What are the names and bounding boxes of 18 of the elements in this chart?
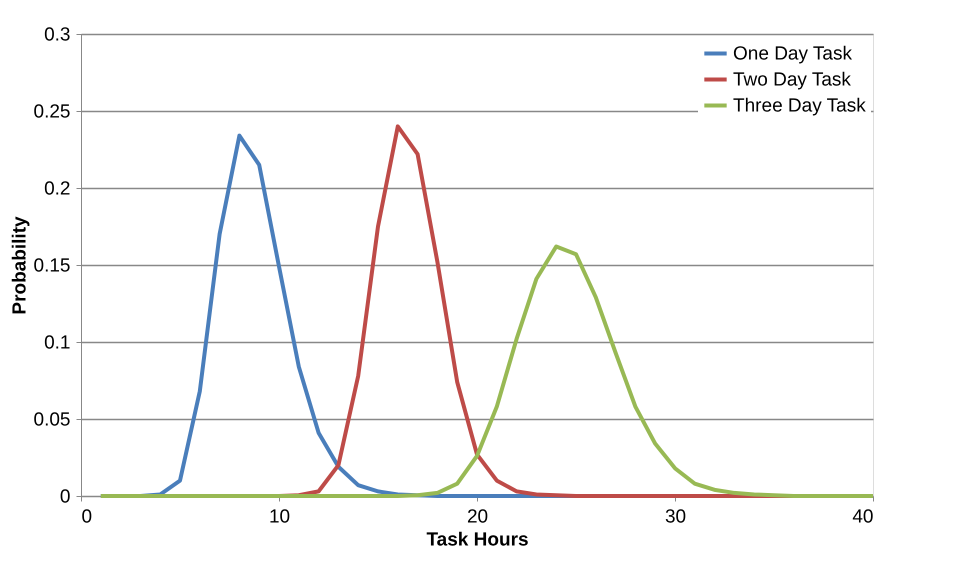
y-tick-label: 0.15 (34, 256, 70, 276)
line-series (98, 244, 875, 498)
y-tick-label: 0 (60, 486, 70, 508)
x-axis-title: Task Hours (426, 530, 529, 550)
x-tick-label: 30 (664, 506, 686, 528)
x-tick-label: 20 (466, 506, 488, 528)
legend-label: Two Day Task (733, 70, 852, 90)
legend-label: Three Day Task (733, 96, 866, 116)
y-tick-label: 0.3 (44, 24, 70, 46)
y-tick-label: 0.2 (44, 178, 70, 200)
y-axis-title: Probability (10, 216, 31, 315)
y-tick-label: 0.25 (34, 102, 70, 122)
y-tick-label: 0.1 (44, 332, 70, 354)
x-tick-label: 40 (852, 506, 874, 528)
legend-label: One Day Task (733, 44, 852, 64)
x-tick-label: 10 (268, 506, 290, 528)
y-tick-label: 0.05 (34, 410, 70, 430)
x-tick-label: 0 (82, 506, 92, 528)
